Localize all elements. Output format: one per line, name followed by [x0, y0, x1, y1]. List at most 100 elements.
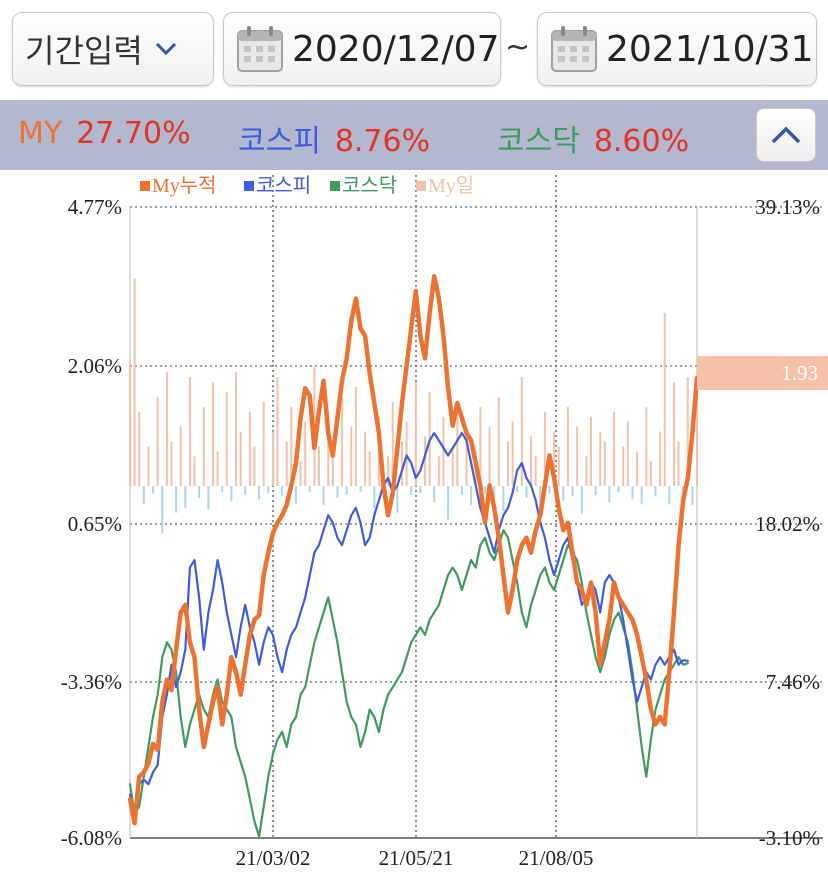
right-axis: 39.13%28.57%18.02%7.46%-3.10% — [755, 195, 820, 850]
daily-bar — [202, 406, 205, 486]
daily-bar — [304, 421, 307, 486]
daily-bar — [479, 406, 482, 486]
daily-bar — [322, 486, 325, 506]
daily-bar — [691, 486, 694, 506]
summary-kosdaq: 코스닥 8.60% — [497, 116, 689, 160]
daily-bar — [488, 426, 491, 486]
last-value-tag: 1.93 — [697, 356, 828, 390]
daily-bar — [281, 486, 284, 497]
legend-swatch — [140, 181, 150, 191]
daily-bar — [483, 486, 486, 494]
left-axis-tick: -3.36% — [61, 670, 122, 694]
daily-bar — [253, 446, 256, 486]
daily-bar — [534, 456, 537, 486]
daily-bar — [649, 461, 652, 486]
daily-bar — [437, 456, 440, 486]
daily-bar — [433, 486, 436, 503]
legend-label: 코스닥 — [342, 174, 397, 197]
daily-bar — [373, 486, 376, 509]
daily-bar — [668, 486, 671, 504]
daily-bar — [207, 486, 210, 510]
daily-bar — [156, 396, 159, 486]
daily-bar — [193, 456, 196, 486]
daily-bar — [599, 431, 602, 486]
period-select-button[interactable]: 기간입력 — [12, 12, 214, 86]
legend-swatch — [416, 181, 426, 191]
date-range-separator: ~ — [505, 30, 531, 65]
daily-bar — [576, 426, 579, 486]
daily-bar — [221, 486, 224, 492]
daily-bar — [211, 382, 214, 486]
daily-bar — [507, 441, 509, 486]
right-axis-tick: 18.02% — [755, 512, 820, 536]
daily-bar — [539, 486, 542, 507]
last-value-tag-box — [697, 356, 828, 390]
daily-bar — [345, 486, 348, 495]
daily-bar — [318, 446, 320, 486]
daily-bar — [235, 372, 238, 486]
daily-bar — [654, 486, 657, 497]
daily-bar — [553, 431, 556, 486]
daily-bar — [285, 441, 288, 486]
daily-bar — [580, 486, 583, 515]
daily-bar — [198, 486, 201, 498]
start-date-button[interactable]: 2020/12/07 — [223, 12, 501, 86]
daily-bar — [511, 421, 514, 486]
daily-bar — [138, 411, 141, 486]
daily-bar — [142, 486, 145, 504]
left-axis-tick: 0.65% — [68, 512, 122, 536]
legend-swatch — [244, 181, 254, 191]
daily-bar — [631, 486, 634, 500]
daily-bar — [516, 486, 519, 492]
summary-kospi-label: 코스피 — [238, 124, 321, 159]
daily-bar — [613, 411, 616, 486]
daily-bar — [175, 486, 178, 513]
daily-bar — [244, 486, 247, 495]
end-date-button[interactable]: 2021/10/31 — [537, 12, 817, 86]
daily-bar — [391, 401, 394, 486]
summary-my: MY 27.70% — [18, 116, 191, 151]
daily-bar — [387, 456, 390, 486]
daily-bar — [585, 456, 588, 486]
daily-bar — [460, 486, 463, 495]
legend-label: My누적 — [152, 174, 217, 197]
daily-bar — [447, 486, 450, 521]
daily-bar — [622, 446, 625, 486]
daily-bar — [290, 406, 293, 486]
daily-bar — [617, 486, 620, 492]
legend-label: 코스피 — [256, 174, 311, 197]
summary-kosdaq-value: 8.60% — [593, 124, 690, 159]
daily-bar — [336, 486, 339, 498]
daily-bar — [354, 387, 357, 486]
daily-bar — [331, 441, 334, 486]
daily-bar — [294, 486, 297, 504]
x-axis: 21/03/02 21/05/21 21/08/05 — [236, 846, 594, 870]
daily-bar — [410, 486, 413, 495]
daily-bar — [308, 486, 311, 492]
daily-bar — [686, 377, 689, 486]
series-line-My누적 — [127, 273, 700, 826]
daily-bar — [677, 441, 680, 486]
end-date-value: 2021/10/31 — [606, 28, 814, 70]
daily-bar — [456, 411, 459, 486]
daily-bar — [276, 377, 279, 486]
daily-bar — [165, 372, 168, 486]
daily-bar — [271, 431, 274, 486]
daily-bar — [465, 431, 468, 486]
toolbar: 기간입력 2020/12/07 ~ — [0, 0, 828, 100]
collapse-button[interactable] — [756, 108, 816, 162]
chart-grid — [129, 175, 823, 839]
return-summary-bar: MY 27.70% 코스피 8.76% 코스닥 8.60% — [0, 100, 828, 170]
daily-bar — [502, 486, 505, 512]
daily-bar — [543, 411, 546, 486]
daily-bar — [359, 486, 362, 492]
daily-bar — [594, 486, 597, 495]
daily-bar — [133, 278, 136, 486]
daily-bar — [548, 486, 551, 494]
legend-label: My일 — [428, 174, 474, 197]
daily-bar — [341, 396, 344, 486]
chevron-up-icon — [771, 126, 801, 144]
series-line-코스닥 — [128, 529, 689, 838]
start-date-value: 2020/12/07 — [292, 28, 500, 70]
daily-bar — [184, 486, 187, 509]
